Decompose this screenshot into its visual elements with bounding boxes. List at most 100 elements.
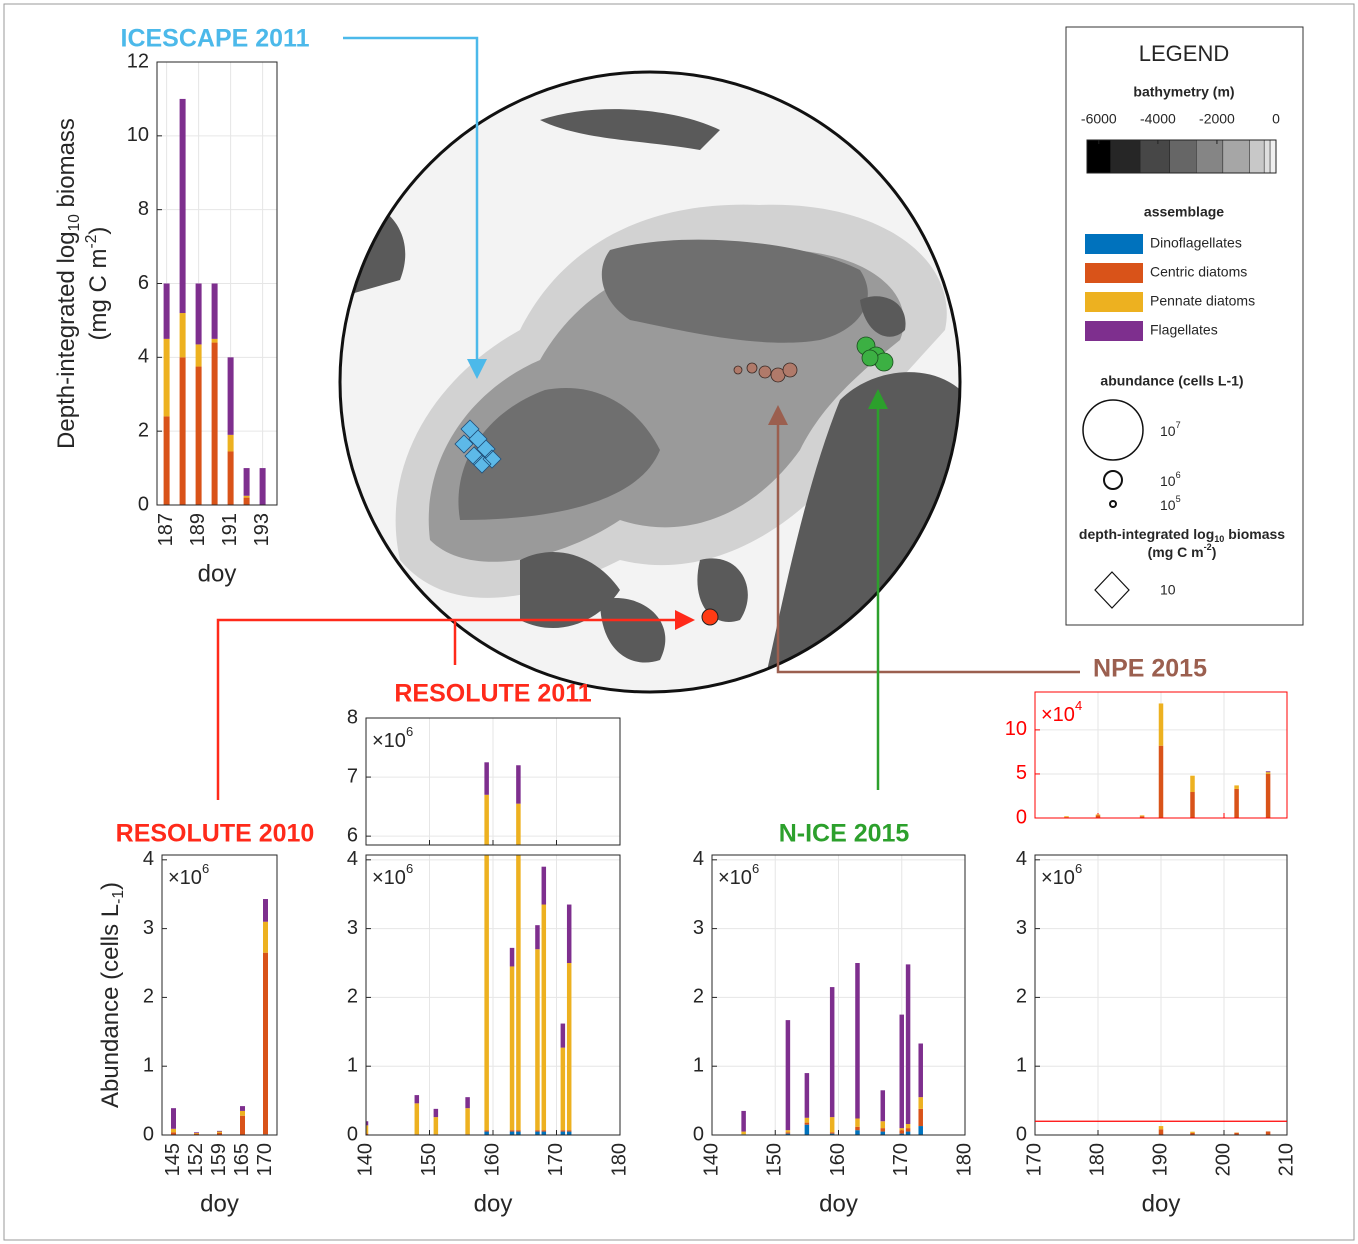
axis-multiplier: ×106: [168, 861, 209, 889]
x-axis-label: doy: [819, 1190, 858, 1217]
x-tick-label: 152: [185, 1143, 207, 1176]
x-tick-label: 170: [1023, 1143, 1045, 1176]
y-tick-label: 2: [693, 986, 704, 1008]
text-part: Depth-integrated log: [53, 231, 80, 448]
bar-segment: [414, 1103, 420, 1135]
text-part: ): [85, 227, 112, 235]
bar-segment: [240, 1110, 245, 1116]
bar-segment: [240, 1106, 245, 1111]
legend-label: Flagellates: [1150, 322, 1218, 338]
bar-segment: [566, 1130, 572, 1132]
x-tick-label: 193: [251, 513, 273, 546]
bar-segment: [535, 949, 540, 1131]
colorbar-level: [1139, 139, 1170, 174]
bar-segment: [541, 866, 547, 905]
axis-multiplier: ×106: [718, 861, 759, 889]
bar-segment: [785, 1133, 791, 1135]
bar-segment: [880, 1121, 886, 1129]
bar-segment: [509, 947, 515, 967]
bar-segment: [465, 1108, 470, 1135]
bar-segment: [211, 338, 218, 343]
bar-segment: [509, 1131, 515, 1135]
bar-segment: [240, 1115, 245, 1135]
text-part: 6: [406, 861, 413, 876]
bar-segment: [785, 1020, 791, 1131]
colorbar-tick-label: 0: [1272, 111, 1280, 127]
axes-frame: [365, 717, 621, 846]
x-tick-label: 200: [1212, 1143, 1234, 1176]
bar-segment: [855, 1130, 860, 1135]
y-tick-label: 0: [347, 1123, 358, 1145]
text-part: ×10: [1041, 867, 1075, 889]
bar-segment: [484, 855, 489, 1131]
bar-segment: [560, 1047, 566, 1131]
bar-segment: [567, 1186, 572, 1187]
legend-swatch: [1085, 234, 1143, 254]
bar-segment: [1265, 1131, 1271, 1135]
bar-segment: [484, 1186, 489, 1187]
x-tick-label: 160: [481, 1143, 503, 1176]
legend-swatch: [1085, 292, 1143, 312]
bar-segment: [785, 1130, 791, 1133]
bar-segment: [484, 794, 489, 845]
x-axis-label: doy: [474, 1190, 513, 1217]
text-part: depth-integrated log: [1079, 526, 1214, 542]
legend-label: Pennate diatoms: [1150, 293, 1255, 309]
bar-segment: [1265, 771, 1271, 773]
axis-multiplier: ×106: [372, 724, 413, 752]
colorbar-level: [1169, 139, 1197, 174]
bar-segment: [509, 966, 515, 1131]
arrow: [768, 405, 1080, 674]
text-part: -2: [1204, 542, 1212, 552]
bar-segment: [217, 1132, 222, 1135]
axes-frame: [1034, 691, 1288, 819]
bars: [171, 899, 268, 1135]
bar-segment: [509, 1130, 515, 1132]
arrow: [216, 610, 695, 800]
bar-segment: [465, 1097, 470, 1109]
x-axis-label: doy: [198, 560, 237, 587]
y-tick-label: 1: [143, 1054, 154, 1076]
y-tick-label: 4: [347, 848, 358, 870]
axis-multiplier: ×104: [1041, 698, 1082, 726]
text-part: ): [97, 882, 124, 890]
bar-segment: [243, 497, 250, 505]
colorbar-level: [1110, 139, 1141, 174]
bar-segment: [566, 904, 572, 964]
bar-segment: [541, 1131, 547, 1135]
bar-segment: [510, 1186, 515, 1187]
bar-segment: [243, 468, 250, 496]
y-tick-label: 3: [693, 917, 704, 939]
text-part: 6: [202, 861, 209, 876]
y-tick-label: 4: [1016, 848, 1027, 870]
bar-segment: [905, 1131, 911, 1135]
legend-heading: depth-integrated log10 biomass: [1079, 526, 1285, 545]
bar-segment: [516, 1130, 521, 1132]
bar-segment: [1190, 1132, 1195, 1135]
y-tick-label: 3: [143, 917, 154, 939]
biomass-key: [1094, 571, 1130, 609]
x-tick-label: 180: [608, 1143, 630, 1176]
text-part: (mg C m: [85, 248, 112, 340]
bar-segment: [227, 451, 234, 505]
map-border: [338, 70, 962, 694]
bar-segment: [211, 342, 218, 505]
bar-segment: [227, 434, 234, 452]
bar-segment: [211, 283, 218, 339]
x-tick-label: 170: [545, 1143, 567, 1176]
y-tick-label: 0: [143, 1123, 154, 1145]
y-tick-label: 10: [127, 124, 149, 146]
bar-segment: [1234, 785, 1239, 789]
y-tick-label: 8: [138, 198, 149, 220]
y-tick-label: 4: [138, 346, 149, 368]
y-axis-label: Depth-integrated log10 biomass: [53, 118, 83, 449]
y-tick-label: 3: [347, 917, 358, 939]
y-tick-label: 10: [1005, 718, 1027, 740]
y-tick-label: 4: [143, 848, 154, 870]
bar-segment: [484, 1131, 489, 1135]
bar-segment: [535, 1130, 540, 1132]
y-tick-label: 6: [138, 272, 149, 294]
bar-segment: [542, 1186, 547, 1187]
y-tick-label: 8: [347, 706, 358, 728]
